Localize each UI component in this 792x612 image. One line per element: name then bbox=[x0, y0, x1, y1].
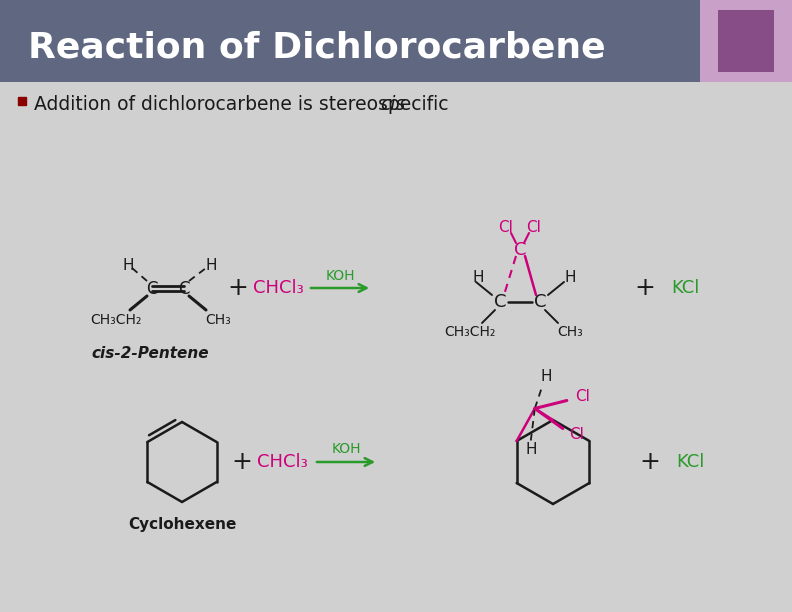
Text: CHCl₃: CHCl₃ bbox=[253, 279, 303, 297]
Text: +: + bbox=[231, 450, 253, 474]
Text: CH₃: CH₃ bbox=[205, 313, 231, 327]
Text: Cl: Cl bbox=[569, 427, 584, 442]
Text: C: C bbox=[534, 293, 546, 311]
Text: C: C bbox=[493, 293, 506, 311]
Text: C: C bbox=[514, 241, 526, 259]
Bar bbox=[18, 97, 26, 105]
Text: cis: cis bbox=[380, 94, 406, 113]
Text: +: + bbox=[227, 276, 249, 300]
Bar bbox=[700, 0, 792, 82]
Text: H: H bbox=[122, 258, 134, 272]
Text: CH₃: CH₃ bbox=[557, 325, 583, 339]
Text: KCl: KCl bbox=[676, 453, 704, 471]
Text: +: + bbox=[640, 450, 661, 474]
Text: KOH: KOH bbox=[331, 442, 360, 456]
Bar bbox=[718, 10, 774, 72]
Text: CH₃CH₂: CH₃CH₂ bbox=[444, 325, 496, 339]
Text: KOH: KOH bbox=[326, 269, 355, 283]
Text: CH₃CH₂: CH₃CH₂ bbox=[90, 313, 142, 327]
Text: H: H bbox=[540, 369, 551, 384]
Text: C: C bbox=[147, 280, 158, 297]
Text: Reaction of Dichlorocarbene: Reaction of Dichlorocarbene bbox=[28, 31, 606, 65]
Text: C: C bbox=[178, 280, 190, 297]
Text: H: H bbox=[472, 271, 484, 286]
Text: KCl: KCl bbox=[671, 279, 699, 297]
Text: Cl: Cl bbox=[575, 389, 590, 404]
Text: Cl: Cl bbox=[498, 220, 513, 236]
Bar bbox=[700, 0, 792, 82]
Text: +: + bbox=[634, 276, 656, 300]
Text: CHCl₃: CHCl₃ bbox=[257, 453, 307, 471]
Text: Cyclohexene: Cyclohexene bbox=[128, 517, 236, 531]
Text: H: H bbox=[205, 258, 217, 272]
Text: H: H bbox=[525, 442, 536, 457]
Text: cis-2-Pentene: cis-2-Pentene bbox=[91, 346, 209, 360]
Text: H: H bbox=[564, 271, 576, 286]
Text: Cl: Cl bbox=[527, 220, 542, 236]
Bar bbox=[0, 0, 700, 82]
Text: Addition of dichlorocarbene is stereospecific: Addition of dichlorocarbene is stereospe… bbox=[34, 94, 455, 113]
